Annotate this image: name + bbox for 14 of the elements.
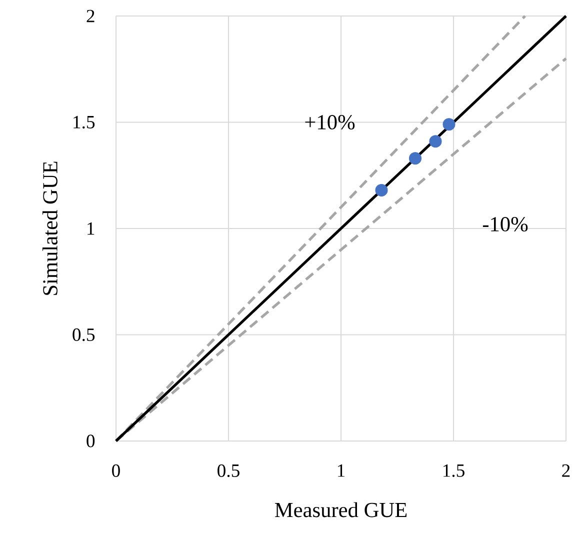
y-axis-title: Simulated GUE	[42, 162, 58, 295]
x-tick-label: 1.5	[443, 464, 464, 477]
y-tick-label: 0.5	[72, 328, 95, 342]
x-tick-label: 2	[562, 464, 570, 477]
x-tick-label: 0.5	[218, 464, 240, 478]
x-tick-label: 1	[338, 464, 345, 477]
x-axis-title: Measured GUE	[274, 502, 407, 518]
y-tick-label: 1.5	[74, 116, 95, 129]
annotation: -10%	[482, 217, 528, 232]
y-tick-label: 0	[86, 434, 95, 448]
y-tick-label: 1	[88, 222, 94, 235]
x-tick-label: 0	[112, 464, 120, 477]
annotation: +10%	[305, 115, 355, 130]
y-tick-label: 2	[86, 10, 94, 22]
